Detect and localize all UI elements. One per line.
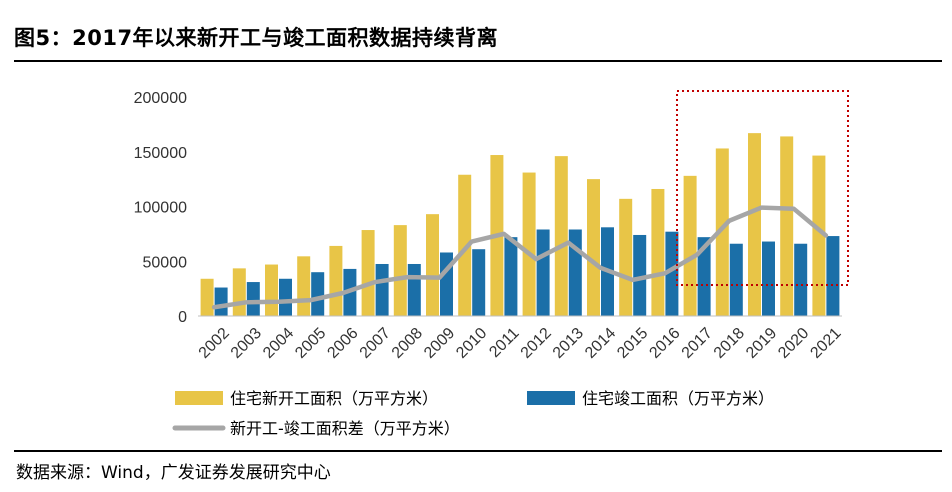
bar-new-start	[522, 172, 536, 316]
x-tick-label: 2004	[260, 325, 297, 362]
footer-rule	[14, 450, 942, 452]
bar-completion	[729, 243, 743, 316]
x-tick-label: 2012	[518, 325, 555, 362]
bar-new-start	[426, 214, 439, 316]
bar-new-start	[748, 133, 761, 316]
y-tick-label: 200000	[134, 90, 187, 107]
x-tick-label: 2006	[324, 325, 361, 362]
bar-completion	[246, 282, 260, 316]
x-tick-label: 2003	[228, 325, 265, 362]
title-rule	[14, 60, 942, 62]
x-tick-label: 2009	[421, 325, 458, 362]
bar-completion	[472, 249, 486, 316]
bar-new-start	[683, 175, 697, 316]
x-tick-label: 2019	[743, 325, 780, 362]
x-tick-label: 2018	[711, 325, 748, 362]
x-tick-label: 2002	[196, 325, 233, 362]
bar-completion	[665, 231, 679, 316]
bar-completion	[311, 272, 325, 316]
legend-label: 住宅新开工面积（万平方米）	[230, 389, 438, 408]
bar-new-start	[361, 230, 375, 316]
bar-new-start	[265, 264, 278, 316]
y-axis-ticks: 0 50000 100000 150000 200000	[134, 90, 187, 326]
bar-completion	[794, 243, 808, 316]
bar-new-start	[651, 188, 665, 316]
bar-new-start	[812, 155, 826, 316]
figure-title: 图5：2017年以来新开工与竣工面积数据持续背离	[14, 26, 499, 50]
bar-completion	[633, 234, 647, 316]
line-gap	[211, 205, 829, 310]
bar-completion	[375, 263, 389, 316]
bar-new-start	[200, 278, 214, 316]
source-note: 数据来源：Wind，广发证券发展研究中心	[16, 463, 331, 483]
bar-new-start	[458, 174, 472, 316]
legend-swatch	[175, 391, 223, 405]
bar-new-start	[393, 225, 407, 316]
highlight-box	[676, 90, 849, 286]
bar-completion	[826, 236, 840, 316]
bar-completion	[504, 237, 518, 316]
x-tick-label: 2013	[550, 325, 587, 362]
bar-new-start	[587, 179, 600, 316]
bar-new-start	[232, 268, 246, 316]
bar-series	[200, 133, 840, 316]
bar-new-start	[619, 198, 633, 316]
highlight-rect	[676, 90, 849, 286]
x-tick-label: 2014	[582, 325, 619, 362]
x-tick-label: 2007	[357, 325, 394, 362]
x-tick-label: 2021	[807, 325, 844, 362]
bar-new-start	[329, 245, 343, 316]
bar-completion	[214, 287, 228, 316]
bar-new-start	[715, 148, 729, 316]
x-tick-label: 2020	[775, 325, 812, 362]
x-tick-label: 2015	[614, 325, 651, 362]
line-series	[211, 205, 829, 310]
bar-completion	[536, 229, 550, 316]
bar-new-start	[780, 136, 794, 316]
bar-completion	[407, 263, 421, 316]
legend: 住宅新开工面积（万平方米） 住宅竣工面积（万平方米） 新开工-竣工面积差（万平方米）	[172, 389, 774, 438]
x-tick-label: 2008	[389, 325, 426, 362]
x-tick-label: 2010	[453, 325, 490, 362]
bar-new-start	[297, 256, 311, 316]
bar-new-start	[554, 156, 568, 316]
bar-completion	[762, 241, 775, 316]
x-tick-label: 2011	[486, 325, 522, 361]
legend-label: 住宅竣工面积（万平方米）	[582, 389, 774, 408]
legend-label: 新开工-竣工面积差（万平方米）	[230, 419, 460, 438]
x-tick-label: 2005	[292, 325, 329, 362]
bar-completion	[279, 278, 292, 316]
bar-completion	[697, 237, 711, 316]
y-tick-label: 100000	[134, 200, 187, 217]
y-tick-label: 50000	[143, 254, 188, 271]
legend-swatch	[527, 391, 575, 405]
y-tick-label: 0	[178, 309, 187, 326]
x-axis: 2002200320042005200620072008200920102011…	[196, 315, 845, 362]
x-tick-label: 2017	[679, 325, 716, 362]
y-tick-label: 150000	[134, 145, 187, 162]
x-tick-label: 2016	[646, 325, 683, 362]
